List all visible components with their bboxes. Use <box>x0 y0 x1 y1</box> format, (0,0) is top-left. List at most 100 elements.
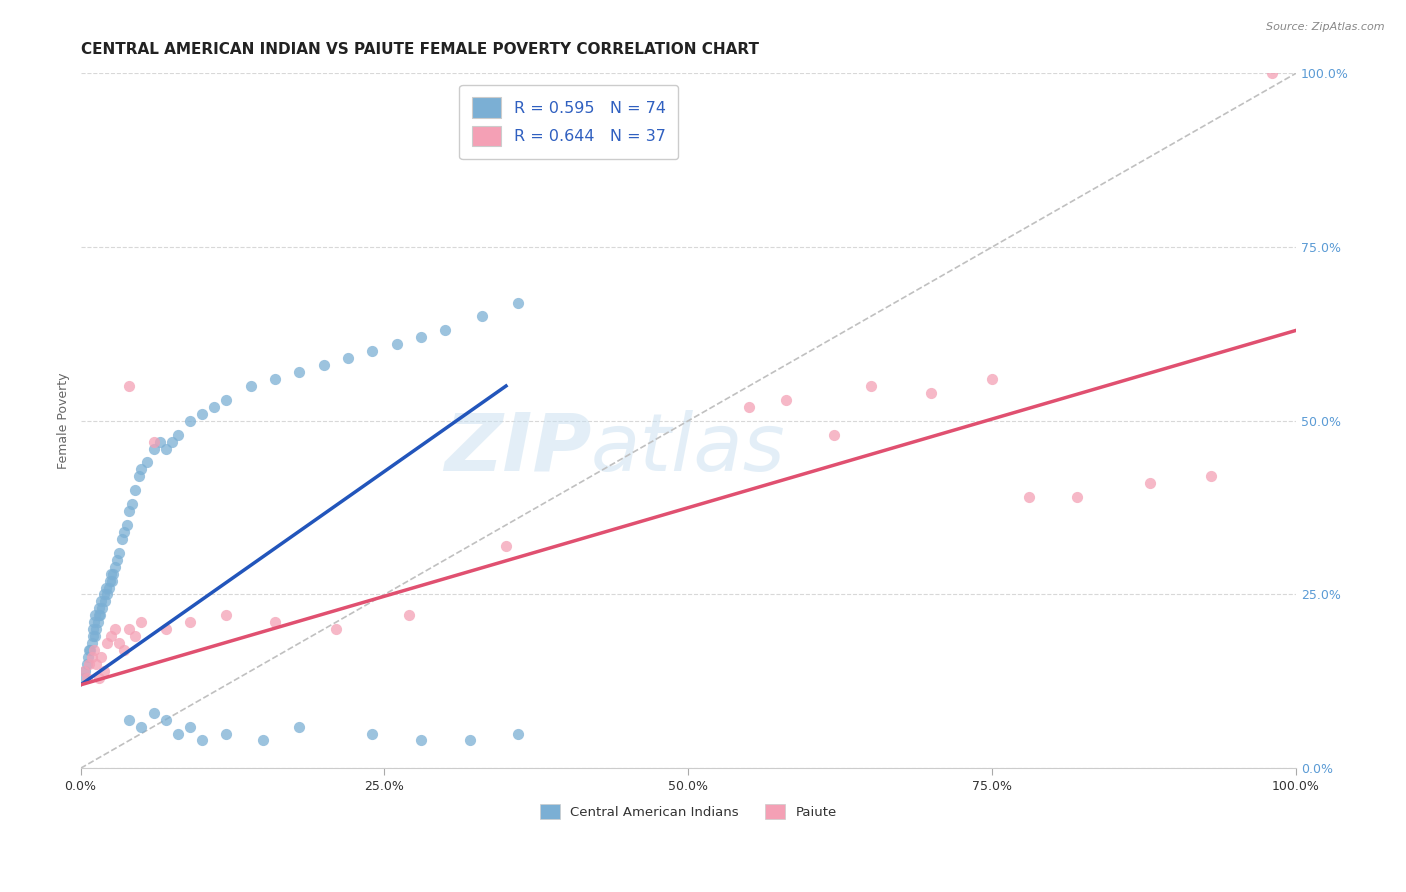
Point <box>104 622 127 636</box>
Point <box>1018 490 1040 504</box>
Point <box>128 469 150 483</box>
Point <box>76 657 98 671</box>
Point <box>90 594 112 608</box>
Point <box>75 664 97 678</box>
Point <box>80 650 103 665</box>
Point <box>97 581 120 595</box>
Point <box>101 574 124 588</box>
Point <box>131 615 153 630</box>
Point <box>77 643 100 657</box>
Text: CENTRAL AMERICAN INDIAN VS PAIUTE FEMALE POVERTY CORRELATION CHART: CENTRAL AMERICAN INDIAN VS PAIUTE FEMALE… <box>80 42 759 57</box>
Point <box>155 713 177 727</box>
Point <box>82 622 104 636</box>
Point <box>87 601 110 615</box>
Point <box>361 344 384 359</box>
Point <box>103 566 125 581</box>
Point <box>86 615 108 630</box>
Point <box>920 386 942 401</box>
Point <box>100 629 122 643</box>
Point <box>131 462 153 476</box>
Point <box>131 720 153 734</box>
Point <box>79 643 101 657</box>
Point <box>179 720 201 734</box>
Point <box>91 601 114 615</box>
Point <box>93 664 115 678</box>
Point <box>1066 490 1088 504</box>
Point <box>80 636 103 650</box>
Point <box>738 400 761 414</box>
Point <box>160 434 183 449</box>
Point <box>142 442 165 456</box>
Point <box>166 427 188 442</box>
Point <box>76 671 98 685</box>
Point <box>471 310 494 324</box>
Point <box>96 636 118 650</box>
Point <box>118 504 141 518</box>
Point <box>179 615 201 630</box>
Point <box>264 615 287 630</box>
Point <box>124 483 146 498</box>
Point <box>118 379 141 393</box>
Point <box>361 726 384 740</box>
Point <box>215 726 238 740</box>
Point <box>87 671 110 685</box>
Point <box>89 608 111 623</box>
Point <box>93 587 115 601</box>
Point <box>264 372 287 386</box>
Point <box>166 726 188 740</box>
Point <box>77 657 100 671</box>
Point <box>108 636 131 650</box>
Point <box>325 622 347 636</box>
Point <box>94 594 117 608</box>
Point <box>215 608 238 623</box>
Point <box>94 581 117 595</box>
Point <box>191 407 214 421</box>
Point <box>398 608 420 623</box>
Point <box>155 442 177 456</box>
Point <box>337 351 360 366</box>
Point <box>100 566 122 581</box>
Text: ZIP: ZIP <box>444 409 591 488</box>
Point <box>179 414 201 428</box>
Y-axis label: Female Poverty: Female Poverty <box>58 373 70 469</box>
Point <box>86 657 108 671</box>
Point <box>111 532 134 546</box>
Point <box>105 553 128 567</box>
Point <box>77 650 100 665</box>
Point <box>458 733 481 747</box>
Point <box>118 713 141 727</box>
Point <box>108 546 131 560</box>
Point <box>115 518 138 533</box>
Point <box>73 664 96 678</box>
Point <box>112 643 135 657</box>
Point <box>155 622 177 636</box>
Point <box>859 379 882 393</box>
Point <box>86 622 108 636</box>
Point <box>508 726 530 740</box>
Point <box>104 559 127 574</box>
Point <box>142 434 165 449</box>
Point <box>112 524 135 539</box>
Point <box>409 733 432 747</box>
Point <box>215 392 238 407</box>
Point <box>775 392 797 407</box>
Point <box>288 720 311 734</box>
Point <box>434 323 457 337</box>
Point <box>121 497 143 511</box>
Point <box>83 615 105 630</box>
Point <box>136 455 159 469</box>
Point <box>252 733 274 747</box>
Point <box>202 400 225 414</box>
Point <box>981 372 1004 386</box>
Point <box>239 379 262 393</box>
Legend: Central American Indians, Paiute: Central American Indians, Paiute <box>534 798 842 824</box>
Point <box>96 587 118 601</box>
Point <box>84 608 107 623</box>
Point <box>142 706 165 720</box>
Point <box>87 608 110 623</box>
Point <box>191 733 214 747</box>
Text: atlas: atlas <box>591 409 786 488</box>
Point <box>98 574 121 588</box>
Point <box>83 643 105 657</box>
Point <box>84 629 107 643</box>
